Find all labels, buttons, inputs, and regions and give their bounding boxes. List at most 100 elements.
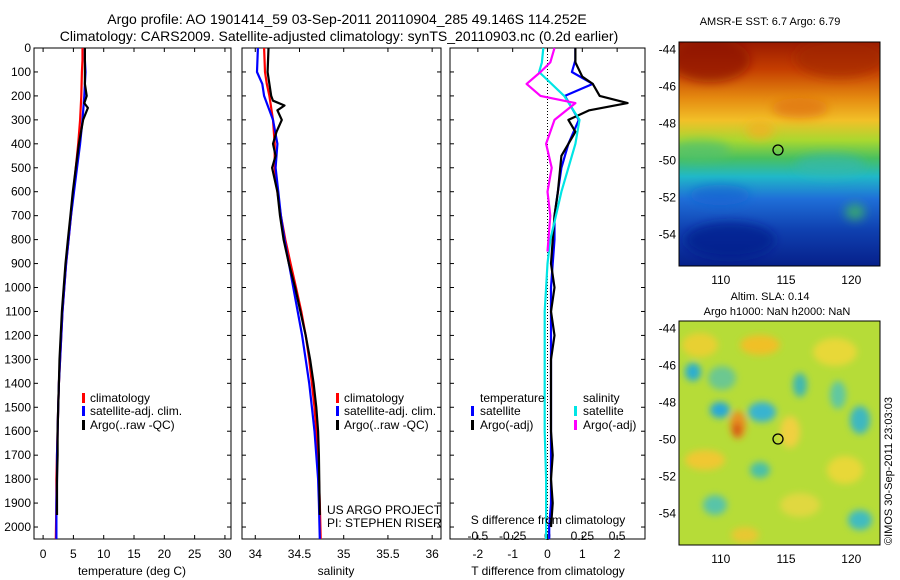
axis-ticks: 0100200300400500600700800900100011001200… — [4, 41, 880, 566]
salinity-legend: climatology satellite-adj. clim. Argo(..… — [336, 391, 436, 432]
depth-tick-label: 500 — [11, 161, 31, 175]
series-line-differences-satellite — [537, 47, 581, 539]
series-line-temperature-climatology — [54, 48, 84, 540]
s-diff-tick-label: 0.5 — [609, 529, 626, 543]
map-y-tick-label: -54 — [659, 507, 677, 521]
legend-label-satellite: satellite-adj. clim. — [344, 404, 436, 418]
temperature-panel-frame — [33, 47, 232, 540]
credit-project: US ARGO PROJECT — [327, 503, 442, 517]
t-difference-axis-label: T difference from climatology — [471, 564, 625, 578]
salinity-axis-label: salinity — [318, 564, 355, 578]
legend-swatch-s-argo — [574, 420, 577, 430]
legend-label-argo: Argo(..raw -QC) — [344, 418, 429, 432]
x-tick-label: 2 — [614, 547, 621, 561]
x-tick-label: 34 — [249, 547, 263, 561]
x-tick-label: 35.5 — [376, 547, 400, 561]
depth-tick-label: 800 — [11, 233, 31, 247]
map-y-tick-label: -48 — [659, 116, 677, 130]
salinity-panel-frame — [241, 47, 442, 540]
x-tick-label: 20 — [158, 547, 172, 561]
sla-map-title-1: Altim. SLA: 0.14 — [731, 291, 810, 303]
legend-label-climatology: climatology — [344, 391, 404, 405]
legend-label-t-argo: Argo(-adj) — [480, 418, 533, 432]
depth-tick-label: 0 — [24, 41, 31, 55]
series-line-differences-argo-adj- — [549, 48, 629, 528]
float-position-marker — [772, 144, 784, 156]
legend-label-satellite: satellite-adj. clim. — [90, 404, 182, 418]
legend-header-temperature: temperature — [480, 391, 545, 405]
x-tick-label: 5 — [70, 547, 77, 561]
legend-label-s-satellite: satellite — [583, 404, 624, 418]
map-x-tick-label: 120 — [841, 273, 861, 287]
map-y-tick-label: -48 — [659, 395, 677, 409]
s-difference-axis-label: S difference from climatology — [471, 513, 626, 527]
legend-swatch-s-satellite — [574, 406, 577, 416]
sst-map: AMSR-E SST: 6.7 Argo: 6.79 — [678, 16, 881, 267]
x-tick-label: 34.5 — [288, 547, 312, 561]
legend-header-salinity: salinity — [583, 391, 620, 405]
x-tick-label: 15 — [127, 547, 141, 561]
float-position-marker — [772, 433, 784, 445]
s-diff-tick-label: 0.25 — [571, 529, 595, 543]
depth-tick-label: 1800 — [4, 472, 31, 486]
s-diff-tick-label: -0.5 — [468, 529, 489, 543]
legend-swatch-t-argo — [471, 420, 474, 430]
depth-tick-label: 1100 — [5, 304, 31, 318]
legend-swatch-satellite — [336, 406, 339, 416]
x-tick-label: 0 — [544, 547, 551, 561]
series-line-temperature-argo-raw-qc- — [55, 48, 90, 515]
s-diff-tick-label: -0.25 — [499, 529, 527, 543]
imos-watermark: ©IMOS 30-Sep-2011 23:03:03 — [883, 397, 895, 545]
series-line-salinity-climatology — [263, 47, 322, 540]
depth-tick-label: 1000 — [4, 281, 31, 295]
s-diff-tick-label: 0 — [544, 529, 551, 543]
map-x-tick-label: 110 — [711, 273, 730, 287]
map-y-tick-label: -46 — [659, 79, 677, 93]
depth-tick-label: 1600 — [4, 424, 31, 438]
depth-tick-label: 400 — [11, 137, 31, 151]
depth-tick-label: 1300 — [4, 352, 31, 366]
map-x-tick-label: 115 — [776, 552, 795, 566]
series-line-temperature-satellite-adj-clim- — [55, 48, 87, 539]
x-tick-label: 0 — [40, 547, 47, 561]
figure-title-line-1: Argo profile: AO 1901414_59 03-Sep-2011 … — [107, 11, 587, 27]
sst-map-title: AMSR-E SST: 6.7 Argo: 6.79 — [700, 16, 841, 28]
series-line-salinity-satellite-adj-clim- — [255, 47, 321, 540]
legend-label-s-argo: Argo(-adj) — [583, 418, 636, 432]
temperature-legend: climatology satellite-adj. clim. Argo(..… — [82, 391, 182, 432]
x-tick-label: 10 — [97, 547, 111, 561]
map-x-tick-label: 110 — [711, 552, 730, 566]
legend-label-t-satellite: satellite — [480, 404, 521, 418]
series-line-differences-satellite — [548, 48, 594, 539]
depth-tick-label: 1500 — [4, 400, 31, 414]
sla-map: Altim. SLA: 0.14 Argo h1000: NaN h2000: … — [678, 291, 881, 546]
depth-tick-label: 300 — [11, 113, 31, 127]
map-y-tick-label: -52 — [659, 470, 677, 484]
figure-title-line-2: Climatology: CARS2009. Satellite-adjuste… — [60, 28, 618, 44]
depth-tick-label: 200 — [11, 89, 31, 103]
x-tick-label: 35 — [337, 547, 351, 561]
legend-swatch-argo — [82, 420, 85, 430]
x-tick-label: 36 — [425, 547, 439, 561]
depth-tick-label: 700 — [11, 209, 31, 223]
legend-swatch-t-satellite — [471, 406, 474, 416]
sla-field — [679, 321, 880, 545]
series-line-salinity-argo-raw-qc- — [266, 47, 321, 516]
map-x-tick-label: 115 — [776, 273, 795, 287]
depth-tick-label: 2000 — [4, 520, 31, 534]
credit-pi: PI: STEPHEN RISER — [327, 516, 442, 530]
series-line-differences-argo-adj- — [525, 47, 577, 252]
map-y-tick-label: -46 — [659, 358, 677, 372]
map-y-tick-label: -54 — [659, 228, 677, 242]
legend-swatch-satellite — [82, 406, 85, 416]
depth-tick-label: 100 — [11, 65, 31, 79]
profile-lines — [54, 47, 629, 540]
map-y-tick-label: -44 — [659, 42, 677, 56]
legend-swatch-argo — [336, 420, 339, 430]
depth-tick-label: 900 — [11, 257, 31, 271]
legend-label-argo: Argo(..raw -QC) — [90, 418, 175, 432]
legend-label-climatology: climatology — [90, 391, 150, 405]
map-y-tick-label: -50 — [659, 432, 677, 446]
sla-map-title-2: Argo h1000: NaN h2000: NaN — [704, 306, 851, 318]
